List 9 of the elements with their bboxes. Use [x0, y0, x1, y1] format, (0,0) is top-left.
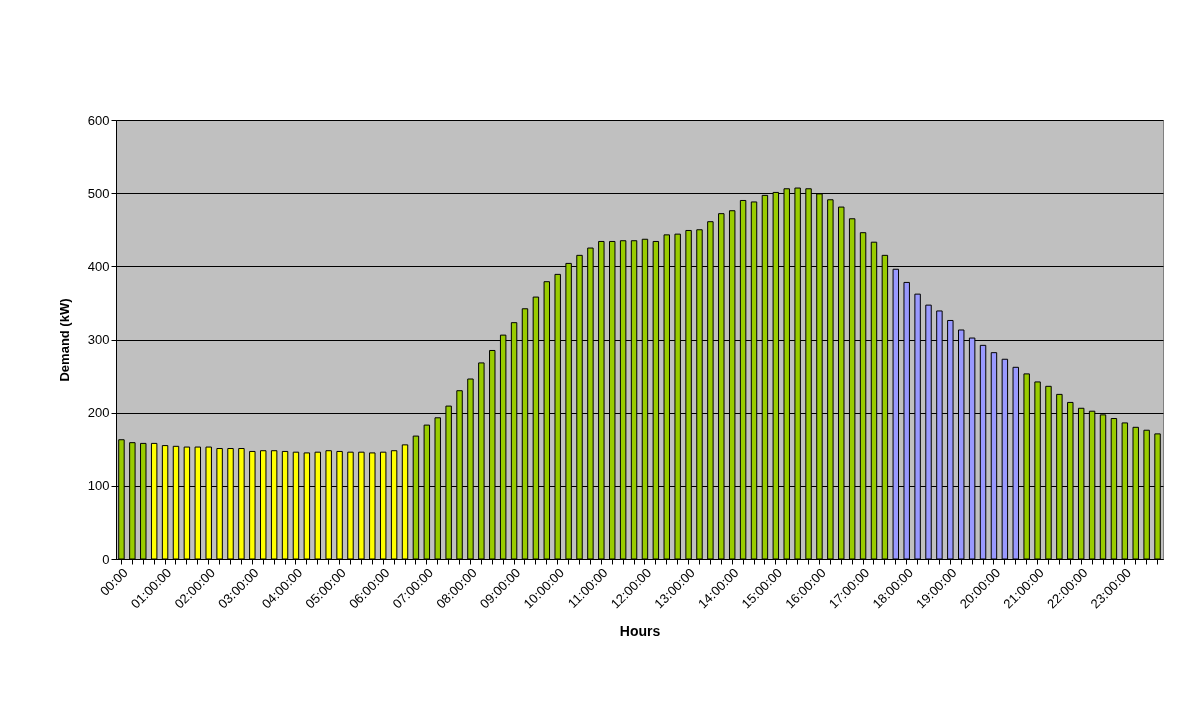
x-axis-title: Hours — [619, 623, 661, 640]
y-tick-label: 0 — [102, 551, 110, 567]
y-axis-title: Demand (kW) — [56, 298, 72, 382]
y-tick-label: 200 — [87, 405, 110, 421]
y-tick-label: 600 — [87, 112, 110, 128]
y-tick-label: 100 — [87, 478, 110, 494]
y-tick-label: 300 — [87, 332, 110, 347]
y-tick-label: 400 — [87, 258, 110, 274]
y-tick-label: 500 — [87, 185, 110, 201]
